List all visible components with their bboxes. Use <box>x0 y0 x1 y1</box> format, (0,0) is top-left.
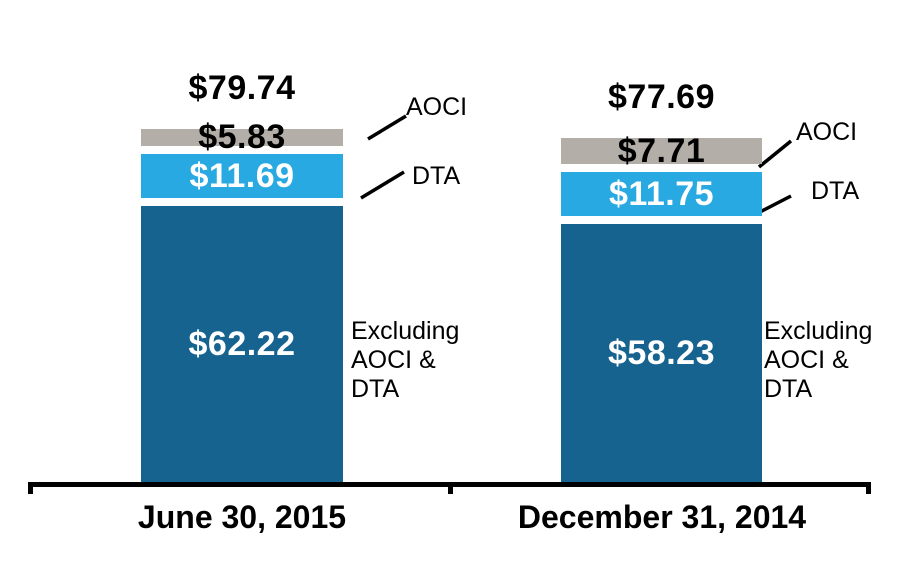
total-value-label: $79.74 <box>188 68 296 107</box>
segment-aoci-value: $7.71 <box>617 131 706 170</box>
aoci-callout-label-december: AOCI <box>796 118 858 146</box>
aoci-leader-line-december <box>757 139 793 169</box>
category-label-december-31-2014: December 31, 2014 <box>517 499 807 535</box>
segment-excluding-aoci-dta: $58.23 <box>561 223 762 482</box>
bar-june-30-2015: $79.74 $5.83 $11.69 $62.22 <box>141 0 343 482</box>
bar-december-31-2014: $77.69 $7.71 $11.75 $58.23 <box>561 0 762 482</box>
aoci-leader-line-june <box>367 114 407 141</box>
total-value-label: $77.69 <box>608 77 715 116</box>
segment-aoci: $5.83 <box>141 120 343 154</box>
dta-leader-line-june <box>360 170 405 200</box>
x-axis-tick-right <box>866 483 871 494</box>
segment-aoci-value: $5.83 <box>198 118 286 157</box>
segment-aoci: $7.71 <box>561 134 762 168</box>
dta-callout-label-december: DTA <box>811 177 860 205</box>
x-axis-tick-middle <box>448 483 453 494</box>
aoci-callout-label-june: AOCI <box>406 93 468 121</box>
segment-dta-value: $11.75 <box>608 174 715 213</box>
segment-core-value: $58.23 <box>608 333 715 372</box>
dta-callout-label-june: DTA <box>412 162 461 190</box>
excluding-note-june: Excluding AOCI & DTA <box>351 317 460 403</box>
segment-dta-value: $11.69 <box>189 157 295 196</box>
excluding-note-december: Excluding AOCI & DTA <box>764 317 873 403</box>
segment-core-value: $62.22 <box>188 325 296 364</box>
segment-excluding-aoci-dta: $62.22 <box>141 206 343 482</box>
segment-dta: $11.69 <box>141 154 343 199</box>
x-axis-tick-left <box>28 483 33 494</box>
segment-dta: $11.75 <box>561 171 762 216</box>
category-label-june-30-2015: June 30, 2015 <box>137 499 347 535</box>
